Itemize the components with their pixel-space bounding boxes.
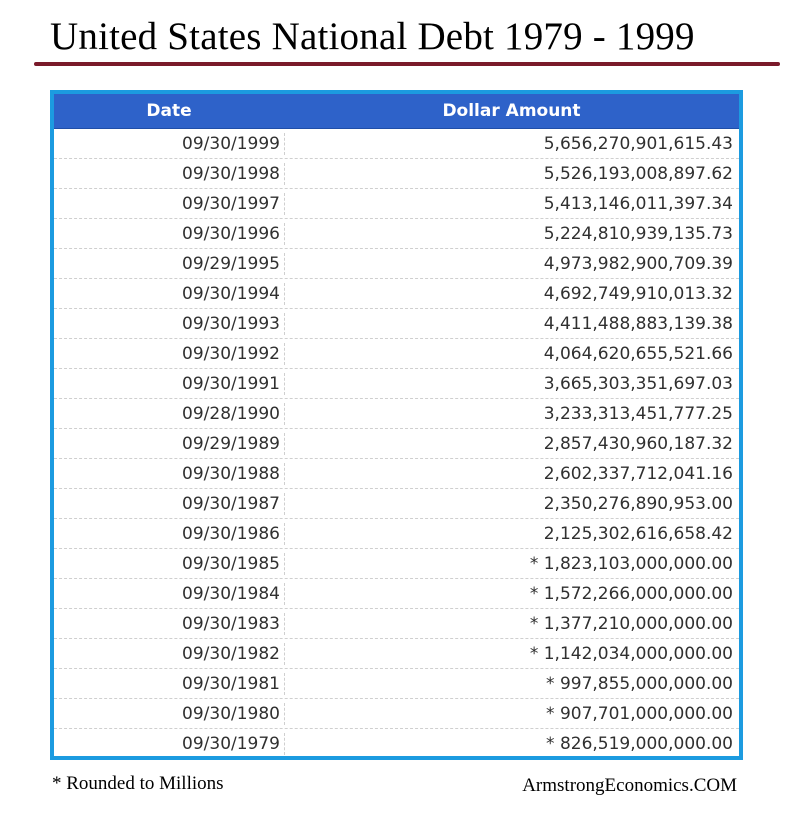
table-row: 09/30/1988 2,602,337,712,041.16 [54,459,739,489]
footnote: * Rounded to Millions [52,773,224,794]
amount-cell: 5,656,270,901,615.43 [543,134,733,154]
source-credit: ArmstrongEconomics.COM [522,775,737,796]
date-cell: 09/30/1979 [182,734,280,754]
date-cell: 09/30/1982 [182,644,280,664]
amount-cell: 5,224,810,939,135.73 [543,224,733,244]
date-cell: 09/30/1992 [182,344,280,364]
column-divider [284,523,285,545]
date-cell: 09/30/1988 [182,464,280,484]
date-cell: 09/30/1986 [182,524,280,544]
amount-cell: * 1,142,034,000,000.00 [529,644,733,664]
date-cell: 09/29/1989 [182,434,280,454]
amount-cell: * 1,823,103,000,000.00 [529,554,733,574]
column-divider [284,733,285,755]
date-cell: 09/30/1991 [182,374,280,394]
table-row: 09/30/1983 * 1,377,210,000,000.00 [54,609,739,639]
date-cell: 09/30/1983 [182,614,280,634]
title-underline [34,62,780,66]
amount-cell: 4,973,982,900,709.39 [543,254,733,274]
table-row: 09/30/1986 2,125,302,616,658.42 [54,519,739,549]
column-divider [284,313,285,335]
table-row: 09/30/1987 2,350,276,890,953.00 [54,489,739,519]
debt-table: Date Dollar Amount 09/30/1999 5,656,270,9… [50,90,743,760]
table-row: 09/29/1995 4,973,982,900,709.39 [54,249,739,279]
date-cell: 09/28/1990 [182,404,280,424]
amount-cell: 5,526,193,008,897.62 [543,164,733,184]
date-cell: 09/30/1999 [182,134,280,154]
column-divider [284,283,285,305]
column-divider [284,163,285,185]
column-divider [284,253,285,275]
column-divider [284,703,285,725]
table-header: Date Dollar Amount [54,94,739,129]
table-row: 09/28/1990 3,233,313,451,777.25 [54,399,739,429]
column-header-date: Date [146,101,192,121]
table-row: 09/30/1981 * 997,855,000,000.00 [54,669,739,699]
date-cell: 09/30/1984 [182,584,280,604]
column-divider [284,193,285,215]
column-divider [284,223,285,245]
date-cell: 09/30/1980 [182,704,280,724]
column-divider [284,343,285,365]
amount-cell: * 907,701,000,000.00 [546,704,733,724]
column-divider [284,553,285,575]
date-cell: 09/30/1985 [182,554,280,574]
amount-cell: 3,665,303,351,697.03 [543,374,733,394]
table-body: 09/30/1999 5,656,270,901,615.43 09/30/1998… [54,129,739,759]
amount-cell: 4,692,749,910,013.32 [543,284,733,304]
table-row: 09/30/1980 * 907,701,000,000.00 [54,699,739,729]
column-divider [284,583,285,605]
table-row: 09/30/1994 4,692,749,910,013.32 [54,279,739,309]
column-divider [284,613,285,635]
date-cell: 09/29/1995 [182,254,280,274]
table-row: 09/30/1996 5,224,810,939,135.73 [54,219,739,249]
amount-cell: * 997,855,000,000.00 [546,674,733,694]
date-cell: 09/30/1981 [182,674,280,694]
table-row: 09/30/1979 * 826,519,000,000.00 [54,729,739,759]
amount-cell: 2,602,337,712,041.16 [543,464,733,484]
table-row: 09/30/1991 3,665,303,351,697.03 [54,369,739,399]
date-cell: 09/30/1996 [182,224,280,244]
amount-cell: * 826,519,000,000.00 [546,734,733,754]
date-cell: 09/30/1998 [182,164,280,184]
table-row: 09/30/1998 5,526,193,008,897.62 [54,159,739,189]
amount-cell: 2,350,276,890,953.00 [543,494,733,514]
page-title: United States National Debt 1979 - 1999 [50,15,695,58]
table-row: 09/30/1985 * 1,823,103,000,000.00 [54,549,739,579]
date-cell: 09/30/1997 [182,194,280,214]
date-cell: 09/30/1993 [182,314,280,334]
table-row: 09/30/1997 5,413,146,011,397.34 [54,189,739,219]
amount-cell: 4,064,620,655,521.66 [543,344,733,364]
amount-cell: 3,233,313,451,777.25 [543,404,733,424]
table-row: 09/30/1999 5,656,270,901,615.43 [54,129,739,159]
column-header-amount: Dollar Amount [442,101,581,121]
table-row: 09/30/1992 4,064,620,655,521.66 [54,339,739,369]
column-divider [284,433,285,455]
amount-cell: 5,413,146,011,397.34 [543,194,733,214]
amount-cell: 4,411,488,883,139.38 [543,314,733,334]
date-cell: 09/30/1987 [182,494,280,514]
amount-cell: * 1,377,210,000,000.00 [529,614,733,634]
amount-cell: 2,125,302,616,658.42 [543,524,733,544]
column-divider [284,643,285,665]
date-cell: 09/30/1994 [182,284,280,304]
column-divider [284,673,285,695]
table-row: 09/30/1984 * 1,572,266,000,000.00 [54,579,739,609]
table-row: 09/29/1989 2,857,430,960,187.32 [54,429,739,459]
amount-cell: 2,857,430,960,187.32 [543,434,733,454]
column-divider [284,463,285,485]
column-divider [284,493,285,515]
column-divider [284,373,285,395]
column-divider [284,133,285,155]
column-divider [284,403,285,425]
table-row: 09/30/1982 * 1,142,034,000,000.00 [54,639,739,669]
amount-cell: * 1,572,266,000,000.00 [529,584,733,604]
table-row: 09/30/1993 4,411,488,883,139.38 [54,309,739,339]
